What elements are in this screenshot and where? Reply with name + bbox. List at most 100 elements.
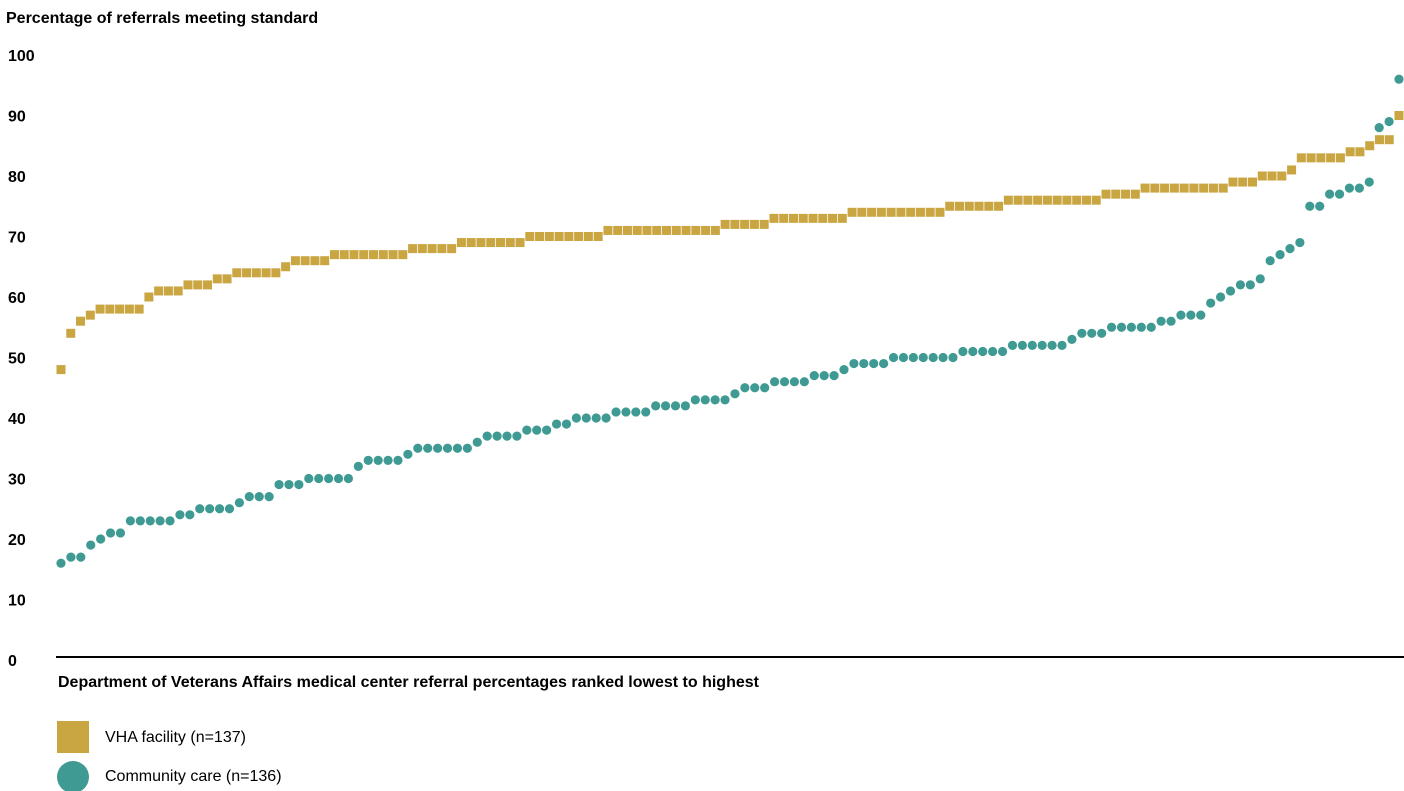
- y-tick-label: 20: [8, 532, 26, 549]
- community-point: [978, 346, 988, 357]
- vha-point: [339, 250, 349, 260]
- community-point: [670, 401, 681, 411]
- vha-point: [818, 213, 828, 223]
- community-point: [730, 389, 740, 399]
- community-point: [1146, 322, 1156, 332]
- vha-point: [1179, 183, 1189, 193]
- community-point: [770, 377, 780, 387]
- vha-point: [1208, 183, 1218, 193]
- vha-point: [369, 250, 379, 260]
- community-point: [799, 377, 809, 387]
- vha-point: [398, 250, 408, 260]
- vha-point: [720, 219, 730, 229]
- y-axis-ticks: 0 10 20 30 40 50 60 70 80 90 100: [8, 48, 35, 670]
- y-tick-label: 60: [8, 290, 26, 307]
- community-point: [502, 431, 512, 441]
- community-point: [1344, 183, 1355, 193]
- community-point: [264, 492, 274, 502]
- vha-point: [1238, 177, 1248, 187]
- community-point: [819, 371, 829, 381]
- vha-point: [622, 225, 632, 235]
- vha-point: [964, 201, 974, 211]
- vha-point: [1394, 111, 1404, 120]
- vha-point: [535, 232, 545, 241]
- vha-point: [515, 238, 525, 248]
- vha-point: [691, 225, 701, 235]
- vha-point: [1121, 189, 1131, 199]
- y-tick-label: 30: [8, 472, 26, 489]
- community-point: [750, 383, 760, 393]
- vha-point: [1257, 171, 1267, 181]
- vha-point: [447, 244, 457, 254]
- vha-point: [1248, 177, 1258, 187]
- vha-point: [1111, 189, 1121, 199]
- vha-point: [1013, 195, 1023, 205]
- vha-point: [662, 225, 672, 235]
- community-point: [1176, 310, 1186, 320]
- vha-point: [779, 213, 789, 223]
- vha-point: [681, 225, 691, 235]
- community-point: [512, 431, 522, 441]
- vha-point: [593, 232, 603, 241]
- vha-point: [544, 232, 554, 241]
- vha-point: [251, 268, 261, 278]
- community-point: [997, 346, 1008, 357]
- vha-point: [925, 207, 935, 217]
- vha-point: [1199, 183, 1209, 193]
- y-tick-label: 10: [8, 593, 26, 610]
- vha-point: [554, 232, 564, 241]
- community-point: [1265, 256, 1275, 266]
- community-point: [274, 479, 284, 490]
- community-point: [1027, 340, 1037, 350]
- community-point: [353, 461, 363, 471]
- vha-point: [66, 328, 76, 338]
- community-point: [1325, 189, 1335, 199]
- y-tick-label: 40: [8, 411, 26, 428]
- community-point: [234, 498, 244, 508]
- community-point: [1136, 322, 1146, 332]
- vha-point: [486, 238, 496, 248]
- vha-point: [320, 256, 330, 266]
- vha-point: [437, 244, 447, 254]
- community-point: [66, 552, 76, 562]
- community-point: [660, 401, 671, 411]
- community-point: [1225, 286, 1236, 296]
- community-point: [76, 552, 86, 562]
- community-point: [532, 425, 542, 435]
- vha-point: [671, 225, 681, 235]
- community-point: [433, 443, 443, 453]
- vha-point: [212, 274, 222, 284]
- community-point: [968, 346, 978, 357]
- community-point: [96, 534, 106, 544]
- community-point: [1017, 340, 1027, 350]
- vha-point: [1267, 171, 1277, 181]
- community-point: [284, 479, 294, 490]
- community-point: [839, 365, 849, 375]
- community-point: [631, 407, 641, 417]
- vha-point: [1042, 195, 1052, 205]
- community-point: [1087, 328, 1097, 338]
- vha-point: [1072, 195, 1082, 205]
- vha-point: [1355, 147, 1365, 157]
- y-tick-label: 100: [8, 48, 35, 65]
- community-point: [1186, 310, 1196, 320]
- vha-point: [310, 256, 320, 266]
- vha-point: [1091, 195, 1101, 205]
- vha-point: [388, 250, 398, 260]
- y-tick-label: 90: [8, 109, 26, 126]
- vha-point: [915, 207, 925, 217]
- vha-point: [730, 219, 740, 229]
- community-point: [1047, 340, 1057, 350]
- vha-point: [574, 232, 584, 241]
- community-point: [809, 371, 819, 381]
- community-point: [363, 455, 373, 465]
- community-point: [651, 401, 661, 411]
- community-point: [591, 413, 601, 423]
- vha-point: [1384, 135, 1394, 145]
- community-point: [492, 431, 502, 441]
- vha-point: [1023, 195, 1033, 205]
- community-point: [1206, 298, 1216, 308]
- community-point: [413, 443, 423, 453]
- community-point: [1255, 274, 1265, 284]
- community-point: [1037, 340, 1047, 350]
